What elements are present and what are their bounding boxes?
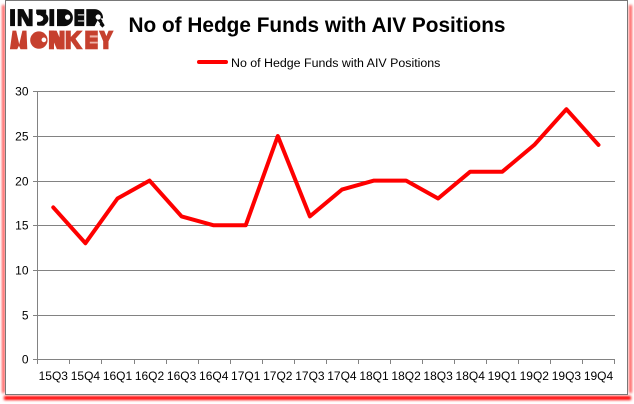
svg-text:18Q3: 18Q3 bbox=[423, 369, 453, 383]
svg-text:20: 20 bbox=[15, 174, 29, 188]
svg-text:16Q3: 16Q3 bbox=[167, 369, 197, 383]
svg-text:19Q1: 19Q1 bbox=[488, 369, 518, 383]
svg-text:18Q4: 18Q4 bbox=[456, 369, 486, 383]
svg-text:16Q1: 16Q1 bbox=[103, 369, 133, 383]
svg-text:No of Hedge Funds with AIV Pos: No of Hedge Funds with AIV Positions bbox=[231, 56, 440, 70]
svg-text:No of Hedge Funds with AIV Pos: No of Hedge Funds with AIV Positions bbox=[128, 14, 505, 37]
svg-text:25: 25 bbox=[15, 129, 29, 143]
svg-text:16Q4: 16Q4 bbox=[199, 369, 229, 383]
svg-text:17Q4: 17Q4 bbox=[327, 369, 357, 383]
svg-text:0: 0 bbox=[22, 353, 29, 367]
svg-text:19Q3: 19Q3 bbox=[552, 369, 582, 383]
svg-text:17Q2: 17Q2 bbox=[263, 369, 293, 383]
svg-text:15Q4: 15Q4 bbox=[71, 369, 101, 383]
svg-text:10: 10 bbox=[15, 263, 29, 277]
svg-text:16Q2: 16Q2 bbox=[135, 369, 165, 383]
svg-text:19Q2: 19Q2 bbox=[520, 369, 550, 383]
svg-text:18Q2: 18Q2 bbox=[391, 369, 421, 383]
svg-text:15: 15 bbox=[15, 219, 29, 233]
svg-text:17Q1: 17Q1 bbox=[231, 369, 261, 383]
svg-text:17Q3: 17Q3 bbox=[295, 369, 325, 383]
svg-text:15Q3: 15Q3 bbox=[39, 369, 69, 383]
svg-text:18Q1: 18Q1 bbox=[359, 369, 389, 383]
svg-text:30: 30 bbox=[15, 85, 29, 99]
svg-text:5: 5 bbox=[22, 308, 29, 322]
svg-text:19Q4: 19Q4 bbox=[584, 369, 614, 383]
